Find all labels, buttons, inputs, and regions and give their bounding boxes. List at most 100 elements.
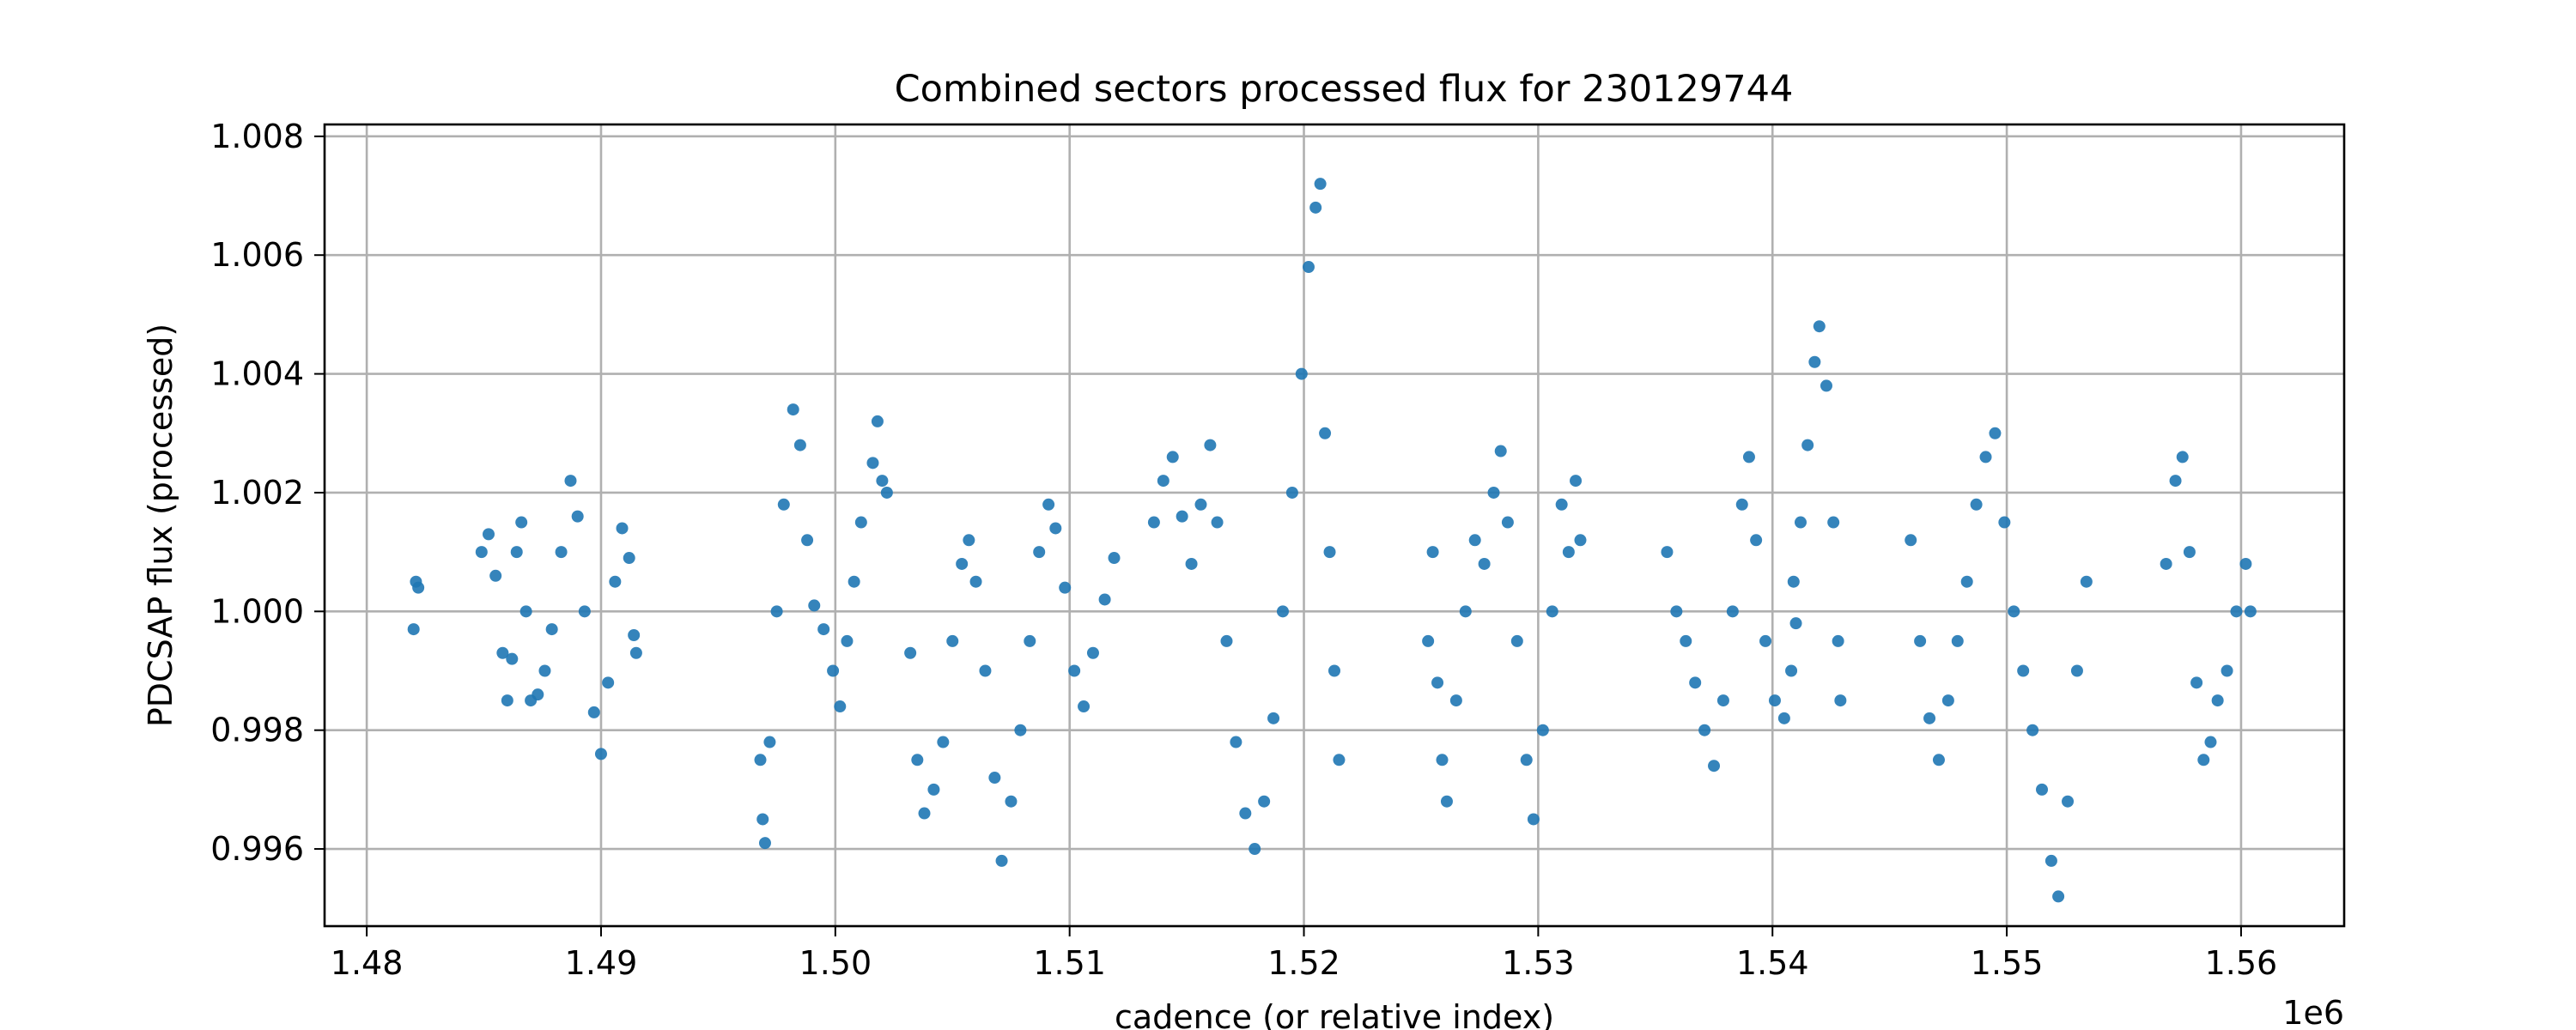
data-point bbox=[1787, 575, 1800, 588]
data-point bbox=[1422, 634, 1435, 647]
data-point bbox=[2239, 557, 2252, 570]
data-point bbox=[1923, 712, 1936, 724]
light-curve-segment bbox=[525, 475, 642, 760]
data-point bbox=[827, 664, 840, 677]
data-point bbox=[1487, 486, 1500, 499]
y-tick-label: 1.004 bbox=[210, 355, 304, 393]
data-point bbox=[1068, 664, 1081, 677]
data-point bbox=[756, 813, 769, 826]
data-point bbox=[988, 772, 1001, 785]
data-point bbox=[629, 646, 642, 659]
data-point bbox=[538, 664, 551, 677]
data-point bbox=[1302, 261, 1315, 274]
data-point bbox=[1157, 475, 1170, 488]
data-point bbox=[1570, 475, 1583, 488]
data-point bbox=[754, 754, 767, 766]
data-point bbox=[1285, 486, 1298, 499]
data-point bbox=[1680, 634, 1692, 647]
light-curve-segment bbox=[2160, 451, 2257, 766]
x-axis-ticks: 1.48 1.49 1.50 1.51 1.52 1.53 1.54 1.55 1.56 bbox=[331, 926, 2277, 982]
data-point bbox=[1014, 724, 1027, 736]
data-point bbox=[1735, 498, 1748, 511]
x-tick-label: 1.48 bbox=[331, 944, 404, 982]
x-tick-label: 1.53 bbox=[1502, 944, 1575, 982]
data-point bbox=[2080, 575, 2093, 588]
data-point bbox=[532, 688, 544, 701]
y-tick-label: 0.998 bbox=[210, 712, 304, 749]
data-point bbox=[758, 837, 771, 850]
data-point bbox=[1750, 534, 1763, 547]
data-point bbox=[1834, 694, 1847, 707]
light-curve-segment bbox=[754, 403, 867, 850]
data-point bbox=[407, 623, 420, 636]
data-point bbox=[2169, 475, 2182, 488]
data-point bbox=[1789, 617, 1802, 630]
data-point bbox=[911, 754, 924, 766]
data-point bbox=[808, 599, 821, 612]
data-point bbox=[1813, 320, 1826, 333]
data-point bbox=[1328, 664, 1340, 677]
data-point bbox=[1314, 178, 1327, 191]
data-point bbox=[1989, 427, 2002, 439]
data-point bbox=[841, 634, 854, 647]
data-point bbox=[1309, 201, 1322, 214]
light-curve-segment bbox=[1905, 427, 2093, 903]
data-point bbox=[1276, 605, 1289, 618]
data-point bbox=[1768, 694, 1781, 707]
data-point bbox=[880, 486, 893, 499]
data-point bbox=[1449, 694, 1462, 707]
x-axis-offset-label: 1e6 bbox=[2282, 994, 2344, 1030]
light-curve-segment bbox=[1319, 427, 1346, 766]
data-point bbox=[904, 646, 917, 659]
data-point bbox=[594, 748, 607, 760]
data-point bbox=[1078, 700, 1091, 713]
data-point bbox=[564, 475, 577, 488]
data-point bbox=[1024, 634, 1036, 647]
data-point bbox=[777, 498, 790, 511]
y-axis-label: PDCSAP flux (processed) bbox=[142, 324, 179, 727]
x-tick-label: 1.56 bbox=[2205, 944, 2278, 982]
data-point bbox=[1794, 516, 1807, 529]
data-point bbox=[1176, 510, 1188, 523]
data-point bbox=[2176, 451, 2189, 464]
data-point bbox=[1777, 712, 1790, 724]
data-point bbox=[1832, 634, 1844, 647]
data-point bbox=[515, 516, 528, 529]
data-point bbox=[2221, 664, 2233, 677]
light-curve-segment bbox=[904, 498, 1121, 867]
data-point bbox=[871, 415, 884, 427]
x-tick-label: 1.54 bbox=[1736, 944, 1809, 982]
data-point bbox=[1661, 546, 1674, 559]
data-point bbox=[1494, 445, 1507, 457]
light-curve-segment bbox=[1147, 178, 1327, 856]
data-point bbox=[489, 569, 502, 582]
data-point bbox=[1689, 676, 1702, 689]
data-point bbox=[763, 736, 776, 748]
data-point bbox=[1698, 724, 1711, 736]
data-point bbox=[2197, 754, 2210, 766]
data-point bbox=[2017, 664, 2030, 677]
data-point bbox=[2204, 736, 2217, 748]
x-tick-label: 1.55 bbox=[1971, 944, 2044, 982]
x-axis-label: cadence (or relative index) bbox=[1115, 998, 1554, 1030]
y-tick-label: 0.996 bbox=[210, 830, 304, 868]
data-point bbox=[1555, 498, 1568, 511]
y-tick-label: 1.000 bbox=[210, 592, 304, 630]
data-point bbox=[1166, 451, 1179, 464]
data-point bbox=[1932, 754, 1945, 766]
data-point bbox=[482, 528, 495, 541]
x-tick-label: 1.51 bbox=[1033, 944, 1106, 982]
data-point bbox=[1960, 575, 1973, 588]
data-point bbox=[602, 676, 615, 689]
data-point bbox=[1941, 694, 1954, 707]
data-point bbox=[963, 534, 975, 547]
data-point bbox=[1319, 427, 1332, 439]
data-point bbox=[496, 646, 509, 659]
data-point bbox=[1726, 605, 1739, 618]
data-point bbox=[969, 575, 982, 588]
data-point bbox=[1249, 843, 1261, 856]
data-point bbox=[1239, 807, 1252, 820]
data-point bbox=[1827, 516, 1840, 529]
data-point bbox=[2190, 676, 2203, 689]
data-point bbox=[1759, 634, 1772, 647]
